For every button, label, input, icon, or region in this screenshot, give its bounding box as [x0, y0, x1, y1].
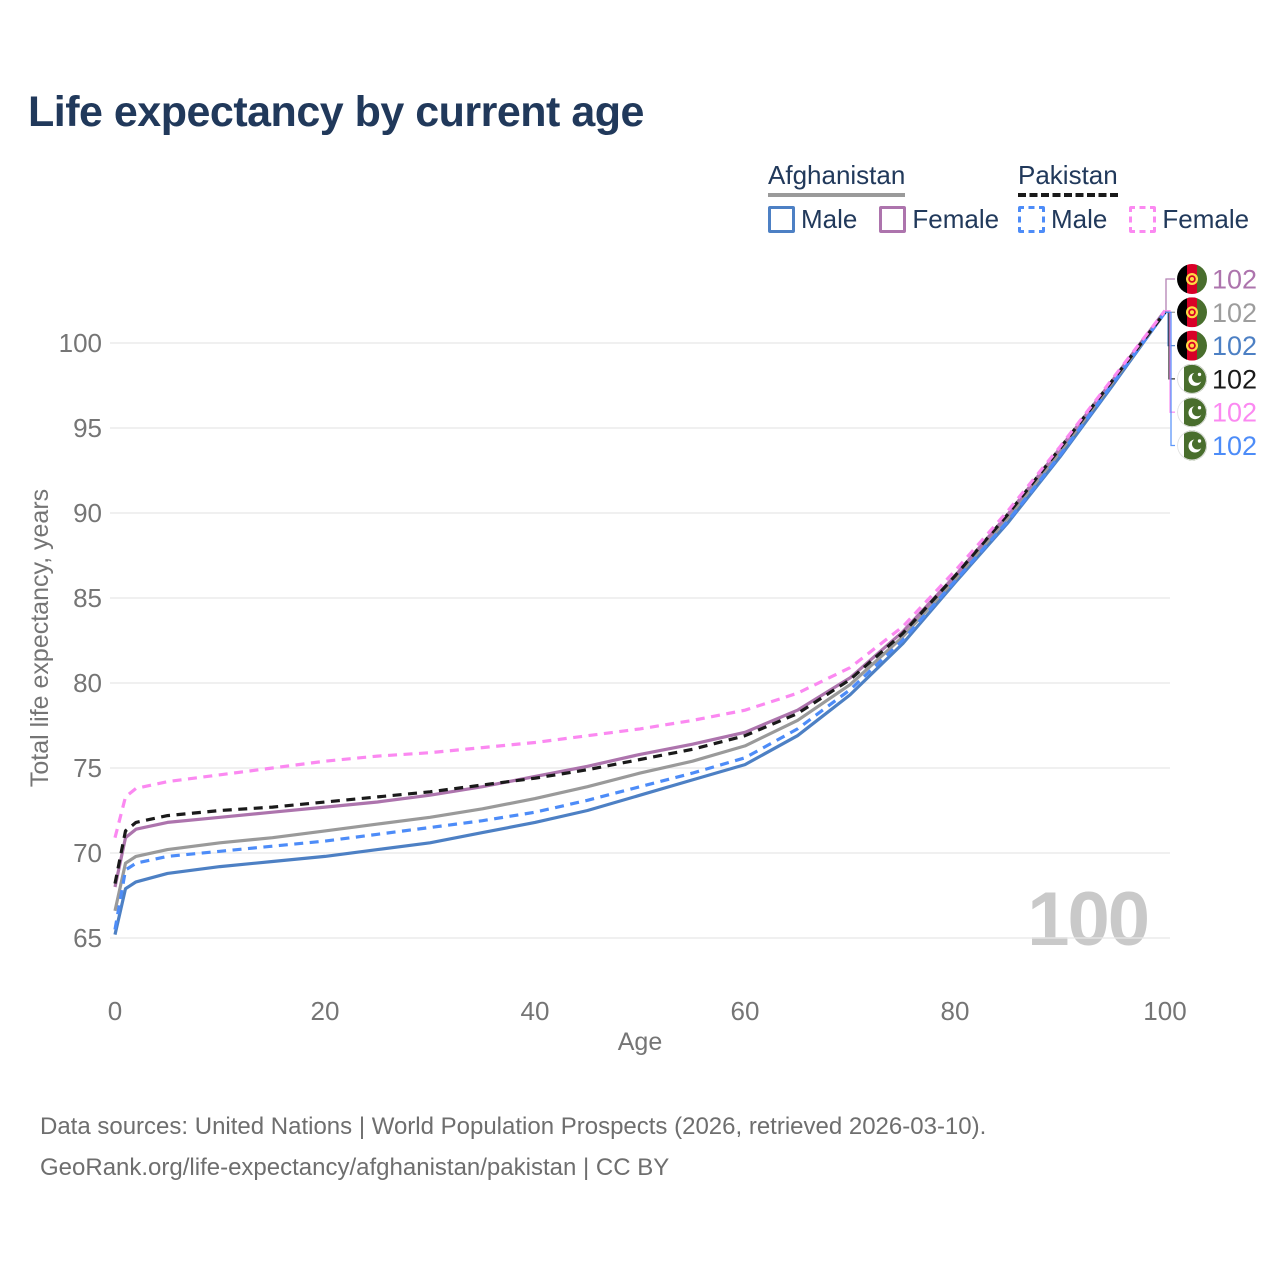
pakistan-flag-icon — [1177, 363, 1207, 394]
x-tick-label-20: 20 — [311, 996, 340, 1026]
page-title: Life expectancy by current age — [28, 88, 644, 136]
footer-datasource: Data sources: United Nations | World Pop… — [40, 1113, 987, 1140]
y-tick-label-100: 100 — [59, 328, 102, 358]
legend-item-afghanistan-male[interactable]: Male — [768, 204, 857, 235]
legend-item-label: Male — [801, 204, 858, 234]
pakistan-flag-icon — [1177, 397, 1207, 428]
legend-item-pakistan-male[interactable]: Male — [1018, 204, 1107, 235]
age-watermark: 100 — [1027, 877, 1148, 962]
x-tick-label-100: 100 — [1143, 996, 1186, 1026]
x-axis-title: Age — [618, 1028, 662, 1056]
pakistan-male-swatch-icon — [1018, 206, 1045, 233]
legend-country-pakistan[interactable]: Pakistan — [1018, 160, 1118, 197]
legend-group-pakistan: Pakistan Male Female — [1018, 160, 1249, 235]
x-tick-label-60: 60 — [731, 996, 760, 1026]
legend-item-label: Female — [1162, 204, 1250, 234]
series-line-afghanistan-male[interactable] — [113, 311, 1167, 935]
pakistan-flag-icon — [1177, 430, 1207, 461]
end-label-value-pakistan-both[interactable]: 102 — [1212, 364, 1257, 394]
series-layer — [113, 309, 1167, 935]
afghanistan-male-swatch-icon — [768, 206, 795, 233]
x-tick-label-0: 0 — [108, 996, 122, 1026]
series-line-pakistan-male[interactable] — [113, 311, 1167, 930]
legend-item-label: Male — [1051, 204, 1108, 234]
grid-layer — [110, 342, 1170, 939]
footer: Data sources: United Nations | World Pop… — [40, 1106, 986, 1188]
legend-item-afghanistan-female[interactable]: Female — [879, 204, 999, 235]
y-tick-label-80: 80 — [73, 668, 102, 698]
legend-item-label: Female — [912, 204, 1000, 234]
end-label-value-afghanistan-both[interactable]: 102 — [1212, 298, 1257, 328]
tick-layer: 65 70 75 80 85 90 95 100 0 20 40 60 80 100 — [59, 328, 1187, 1026]
y-tick-label-75: 75 — [73, 753, 102, 783]
x-tick-label-40: 40 — [521, 996, 550, 1026]
end-label-value-pakistan-female[interactable]: 102 — [1212, 398, 1257, 428]
series-line-pakistan-female[interactable] — [113, 309, 1167, 839]
y-tick-label-85: 85 — [73, 583, 102, 613]
end-label-leader-pakistan-male — [1165, 311, 1175, 447]
y-tick-label-65: 65 — [73, 923, 102, 953]
end-label-leader-afghanistan-female — [1165, 278, 1175, 312]
pakistan-female-swatch-icon — [1129, 206, 1157, 233]
legend-item-pakistan-female[interactable]: Female — [1129, 204, 1249, 235]
legend-group-afghanistan: Afghanistan Male Female — [768, 160, 999, 235]
afghanistan-flag-icon — [1177, 297, 1207, 328]
series-line-pakistan-both[interactable] — [113, 311, 1167, 884]
end-label-value-afghanistan-female[interactable]: 102 — [1212, 265, 1257, 295]
afghanistan-flag-icon — [1177, 330, 1207, 361]
end-label-leader-pakistan-female — [1165, 310, 1175, 413]
y-tick-label-95: 95 — [73, 413, 102, 443]
footer-attribution: GeoRank.org/life-expectancy/afghanistan/… — [40, 1154, 670, 1181]
end-label-value-pakistan-male[interactable]: 102 — [1212, 431, 1257, 461]
afghanistan-female-swatch-icon — [879, 206, 907, 233]
legend-country-afghanistan[interactable]: Afghanistan — [768, 160, 906, 197]
y-axis-title: Total life expectancy, years — [26, 489, 54, 787]
y-tick-label-70: 70 — [73, 838, 102, 868]
end-label-value-afghanistan-male[interactable]: 102 — [1212, 331, 1257, 361]
afghanistan-flag-icon — [1177, 264, 1207, 294]
series-line-afghanistan-female[interactable] — [113, 309, 1167, 888]
y-tick-label-90: 90 — [73, 498, 102, 528]
series-line-afghanistan-both[interactable] — [113, 311, 1167, 912]
x-tick-label-80: 80 — [941, 996, 970, 1026]
